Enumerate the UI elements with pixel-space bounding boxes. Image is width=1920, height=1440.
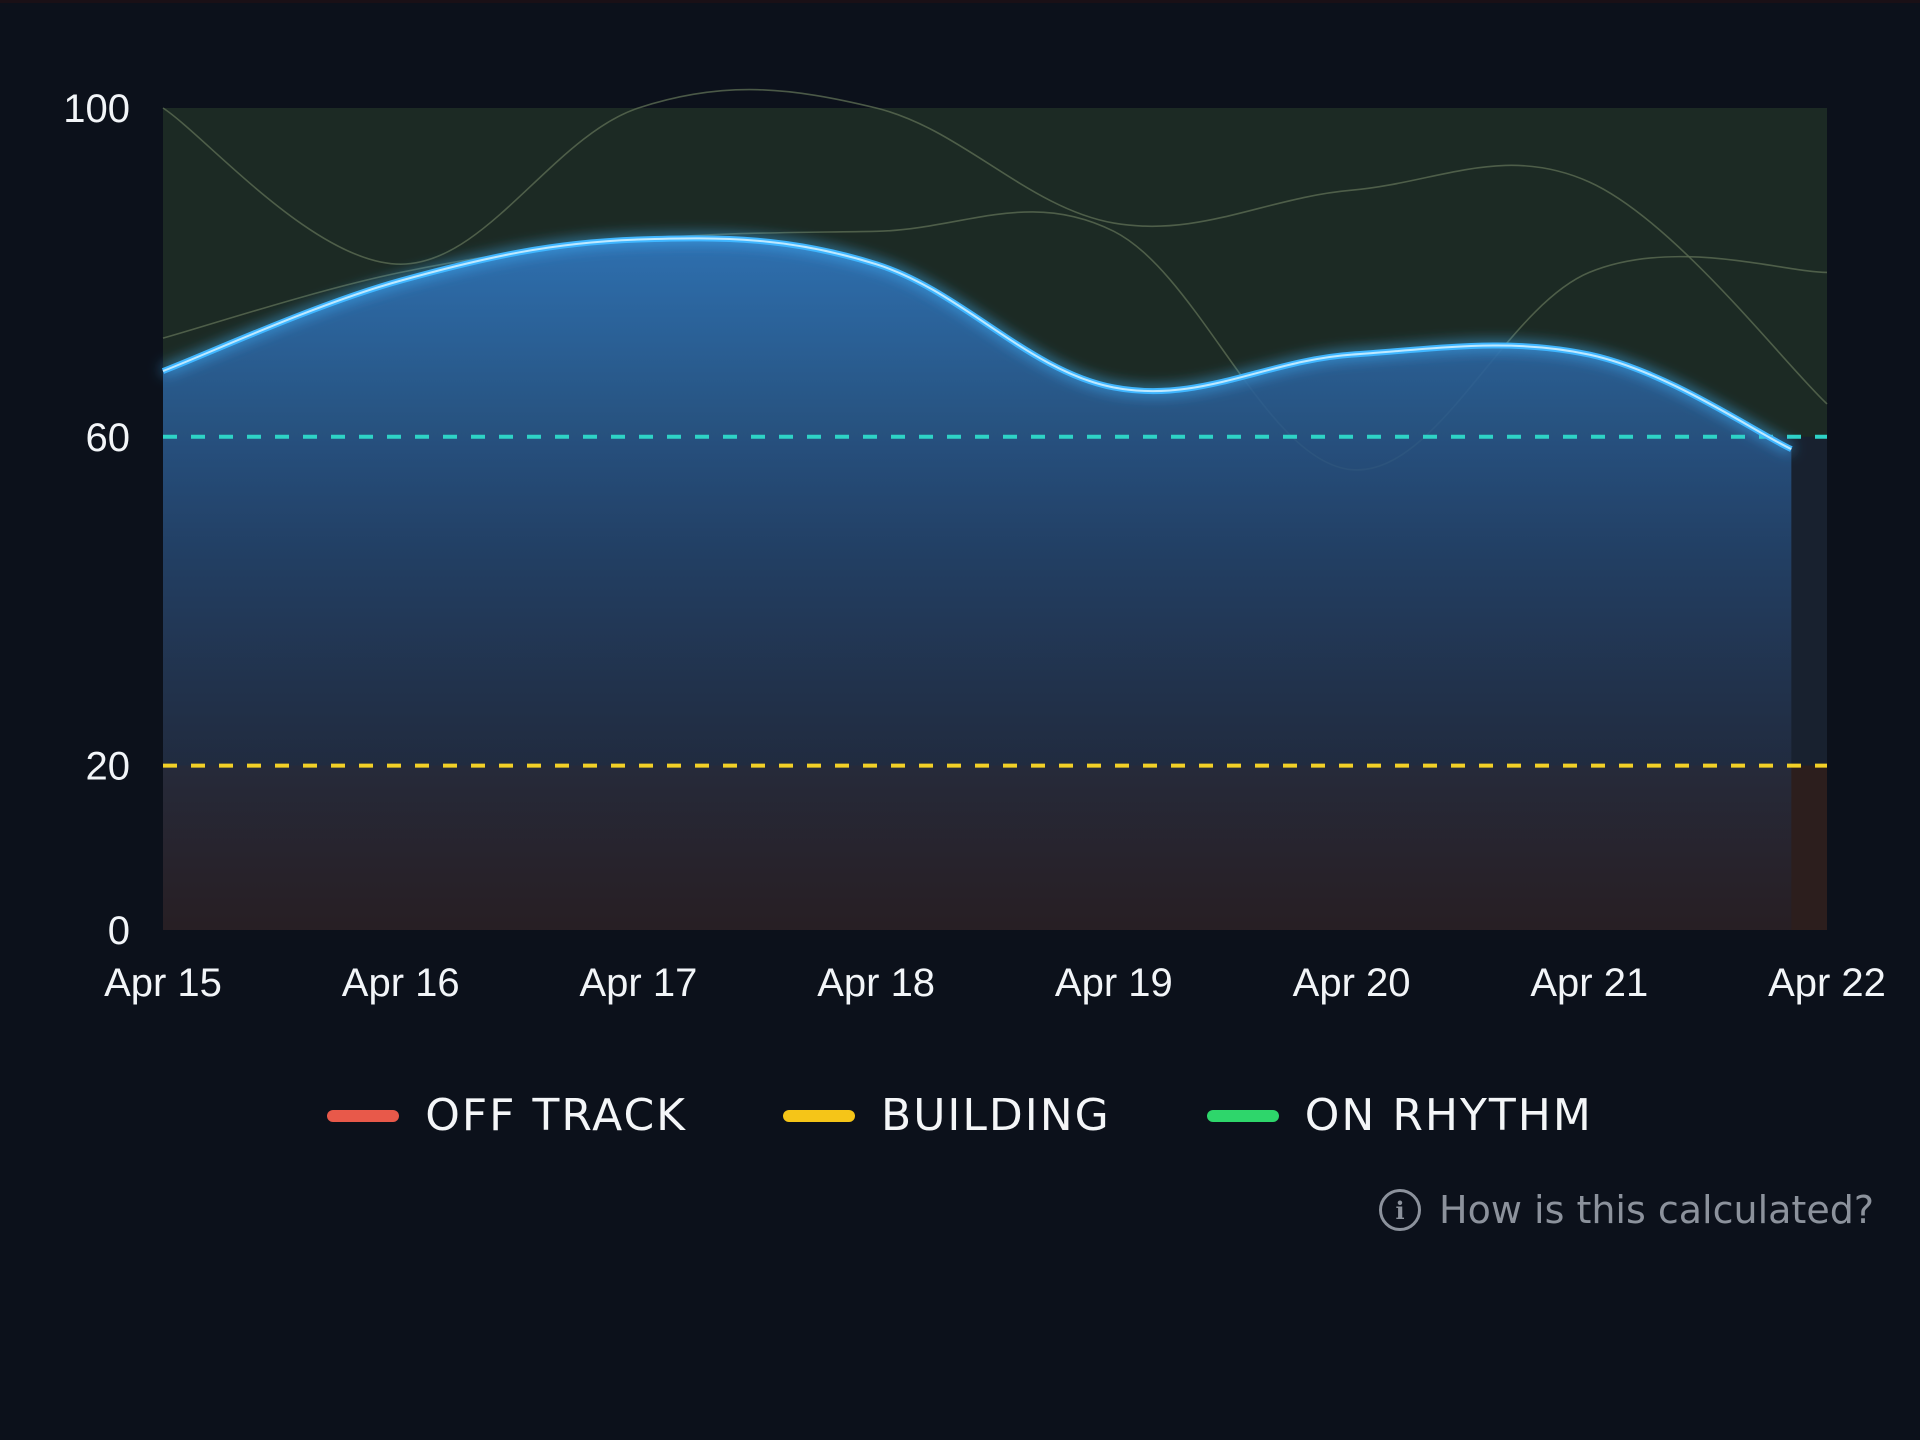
how-calculated-link[interactable]: i How is this calculated? — [1379, 1188, 1874, 1232]
legend-label: ON RHYTHM — [1304, 1090, 1593, 1141]
legend-swatch-on-rhythm — [1206, 1109, 1279, 1122]
legend-swatch-building — [783, 1109, 856, 1122]
legend-label: BUILDING — [881, 1090, 1111, 1141]
x-tick-label: Apr 20 — [1293, 961, 1411, 1005]
y-tick-label: 20 — [86, 745, 131, 789]
x-tick-label: Apr 18 — [817, 961, 935, 1005]
series-line-highlight — [162, 237, 1792, 451]
legend-item-off-track: OFF TRACK — [327, 1090, 687, 1141]
x-tick-label: Apr 22 — [1768, 961, 1886, 1005]
y-tick-label: 60 — [86, 416, 131, 460]
y-tick-label: 100 — [63, 87, 130, 131]
legend-item-building: BUILDING — [783, 1090, 1111, 1141]
background-trend-line — [162, 88, 1828, 405]
info-icon: i — [1379, 1189, 1422, 1231]
legend-item-on-rhythm: ON RHYTHM — [1206, 1090, 1593, 1141]
legend-label: OFF TRACK — [425, 1090, 688, 1141]
x-tick-label: Apr 16 — [342, 961, 460, 1005]
legend: OFF TRACK BUILDING ON RHYTHM — [0, 1090, 1920, 1141]
x-tick-label: Apr 21 — [1530, 961, 1648, 1005]
how-calculated-label: How is this calculated? — [1439, 1188, 1874, 1232]
background-trend-line — [162, 211, 1828, 471]
top-divider — [0, 0, 1920, 3]
x-tick-label: Apr 15 — [104, 961, 222, 1005]
x-tick-label: Apr 19 — [1055, 961, 1173, 1005]
series-area — [163, 238, 1792, 931]
x-tick-label: Apr 17 — [579, 961, 697, 1005]
y-tick-label: 0 — [108, 909, 130, 953]
legend-swatch-off-track — [327, 1109, 400, 1122]
